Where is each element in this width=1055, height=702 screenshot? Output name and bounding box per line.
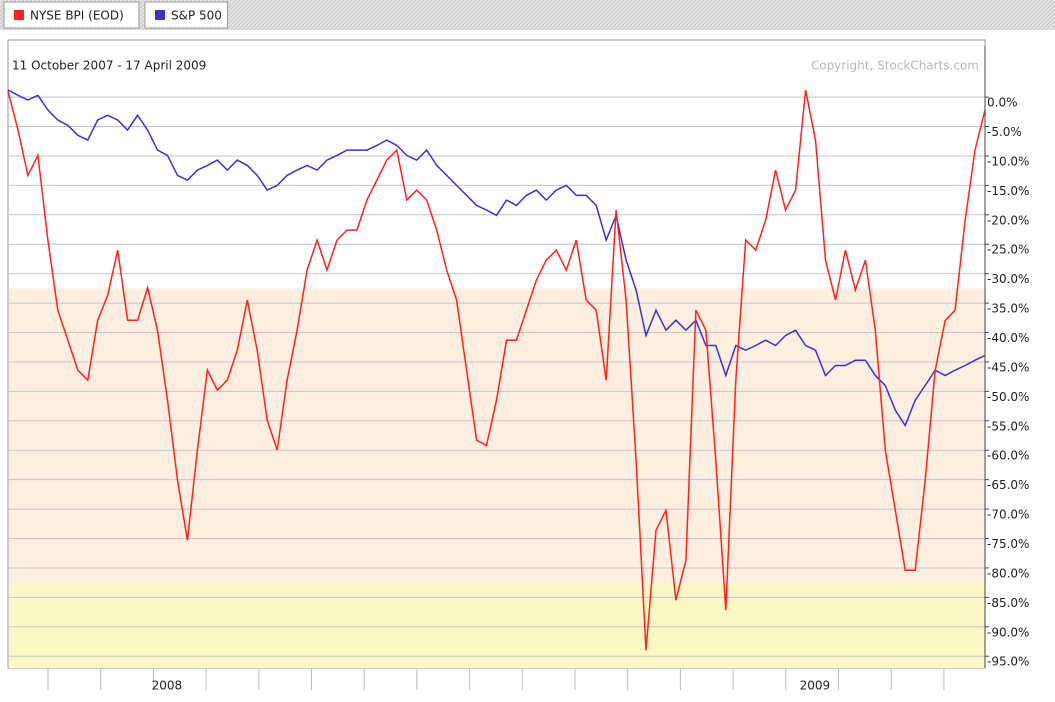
y-tick-label: -5.0% — [987, 125, 1022, 139]
y-tick-label: -25.0% — [987, 243, 1029, 257]
legend: NYSE BPI (EOD) S&P 500 — [3, 1, 228, 29]
y-tick-label: -35.0% — [987, 302, 1029, 316]
y-tick-label: -80.0% — [987, 566, 1029, 580]
band — [9, 582, 985, 668]
y-tick-label: -40.0% — [987, 331, 1029, 345]
lines — [7, 89, 986, 651]
copyright: Copyright, StockCharts.com — [811, 59, 979, 73]
series-line — [7, 89, 986, 428]
bands — [9, 288, 985, 668]
y-tick-label: -95.0% — [987, 655, 1029, 669]
legend-swatch — [155, 10, 165, 20]
y-tick-label: -10.0% — [987, 154, 1029, 168]
y-tick-label: -20.0% — [987, 213, 1029, 227]
y-tick-label: -70.0% — [987, 508, 1029, 522]
y-tick-label: -90.0% — [987, 625, 1029, 639]
subtitle: 11 October 2007 - 17 April 2009 — [12, 59, 206, 73]
x-axis: 2008 2009 — [47, 668, 945, 693]
legend-tab — [3, 1, 140, 29]
legend-label: S&P 500 — [171, 9, 222, 23]
x-tick-label: 2009 — [800, 679, 831, 693]
y-tick-label: -65.0% — [987, 478, 1029, 492]
x-tick-label: 2008 — [152, 679, 183, 693]
y-tick-label: -60.0% — [987, 449, 1029, 463]
y-tick-label: -75.0% — [987, 537, 1029, 551]
y-tick-label: -55.0% — [987, 419, 1029, 433]
grid: 0.0% -5.0% -10.0% -15.0% -20.0% -25.0% -30.0% -… — [8, 96, 1029, 669]
y-tick-label: -30.0% — [987, 272, 1029, 286]
series-line — [7, 89, 986, 651]
legend-swatch — [14, 10, 24, 20]
y-tick-label: -85.0% — [987, 596, 1029, 610]
y-tick-label: 0.0% — [987, 96, 1018, 110]
y-tick-label: -50.0% — [987, 390, 1029, 404]
legend-label: NYSE BPI (EOD) — [30, 9, 124, 23]
y-tick-label: -45.0% — [987, 360, 1029, 374]
y-tick-label: -15.0% — [987, 184, 1029, 198]
